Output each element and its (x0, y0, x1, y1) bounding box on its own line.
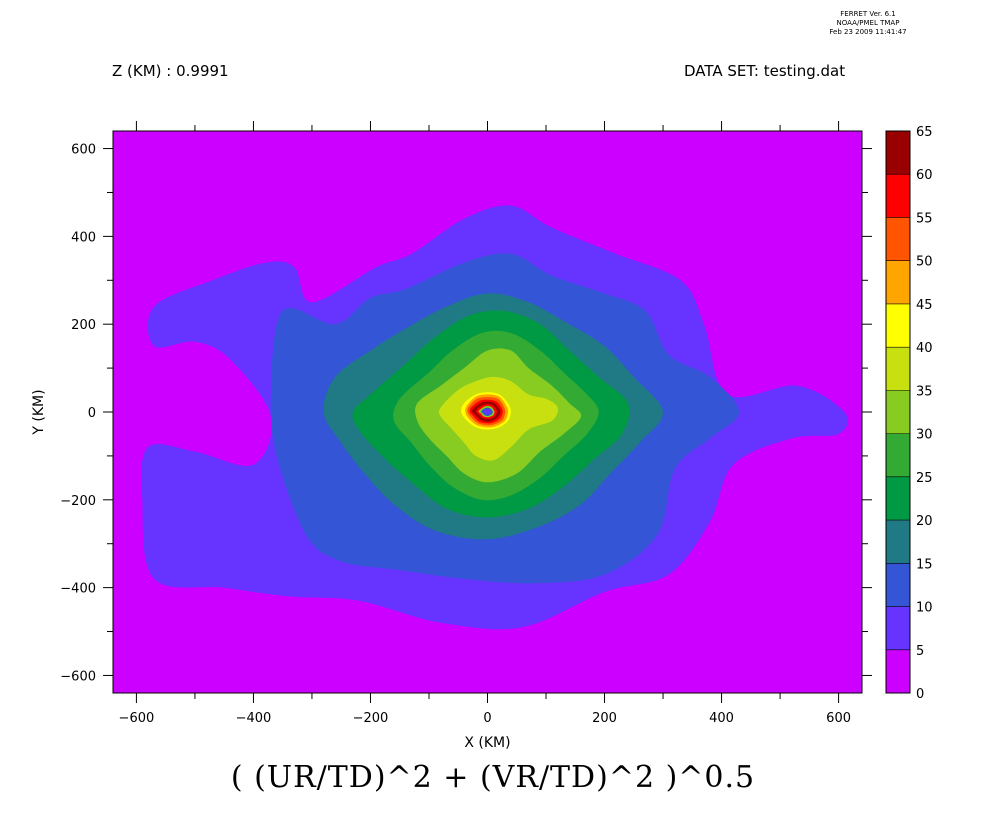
ferret-line-date: Feb 23 2009 11:41:47 (829, 28, 907, 36)
colorbar-swatch (886, 476, 910, 521)
colorbar-swatch (886, 563, 910, 607)
y-tick-label: 400 (71, 230, 96, 245)
colorbar-swatch (886, 217, 910, 261)
colorbar-label: 20 (916, 514, 933, 529)
colorbar-label: 0 (916, 687, 924, 702)
colorbar-label: 25 (916, 471, 933, 486)
colorbar-label: 50 (916, 255, 933, 270)
colorbar-label: 15 (916, 557, 933, 572)
colorbar-swatch (886, 303, 910, 348)
colorbar-swatch (886, 390, 910, 434)
colorbar-swatch (886, 433, 910, 477)
x-tick-label: −200 (353, 711, 389, 726)
x-axis-label: X (KM) (464, 735, 510, 751)
y-tick-label: −200 (60, 494, 96, 509)
colorbar-label: 45 (916, 298, 933, 313)
colorbar-swatch (886, 649, 910, 693)
colorbar-label: 60 (916, 168, 933, 183)
y-tick-label: 0 (88, 406, 96, 421)
colorbar-label: 10 (916, 601, 933, 616)
ferret-version-stamp: FERRET Ver. 6.1 NOAA/PMEL TMAP Feb 23 20… (808, 10, 928, 37)
x-tick-label: 400 (709, 711, 734, 726)
colorbar-label: 5 (916, 644, 924, 659)
colorbar-swatch (886, 260, 910, 304)
chart-title: ( (UR/TD)^2 + (VR/TD)^2 )^0.5 (230, 760, 756, 795)
colorbar: 0 5 10 15 20 25 30 35 40 45 50 55 60 65 (885, 125, 933, 702)
colorbar-label: 55 (916, 211, 933, 226)
x-tick-label: −600 (119, 711, 155, 726)
colorbar-swatch (886, 347, 910, 391)
colorbar-label: 40 (916, 341, 933, 356)
ferret-line-version: FERRET Ver. 6.1 (840, 10, 896, 18)
colorbar-swatch (886, 131, 910, 175)
x-tick-label: 0 (483, 711, 491, 726)
y-tick-label: −400 (60, 582, 96, 597)
y-tick-label: 600 (71, 143, 96, 158)
plot-axes: −600 −400 −200 0 200 400 600 −600 −400 −200 0 200 40… (31, 121, 872, 751)
contour-fill-layer (113, 131, 862, 693)
y-tick-label: 200 (71, 318, 96, 333)
x-tick-label: −400 (236, 711, 272, 726)
y-tick-label: −600 (60, 669, 96, 684)
y-axis-label: Y (KM) (31, 389, 47, 435)
colorbar-swatch (886, 520, 910, 564)
ferret-line-org: NOAA/PMEL TMAP (836, 19, 900, 27)
colorbar-label: 65 (916, 125, 933, 140)
x-tick-label: 600 (826, 711, 851, 726)
contour-level-5-15 (483, 409, 491, 415)
dataset-label: DATA SET: testing.dat (684, 62, 846, 80)
colorbar-label: 35 (916, 384, 933, 399)
colorbar-label: 30 (916, 428, 933, 443)
colorbar-swatch (886, 174, 910, 218)
z-level-label: Z (KM) : 0.9991 (112, 62, 229, 80)
x-tick-label: 200 (592, 711, 617, 726)
colorbar-swatch (886, 606, 910, 650)
